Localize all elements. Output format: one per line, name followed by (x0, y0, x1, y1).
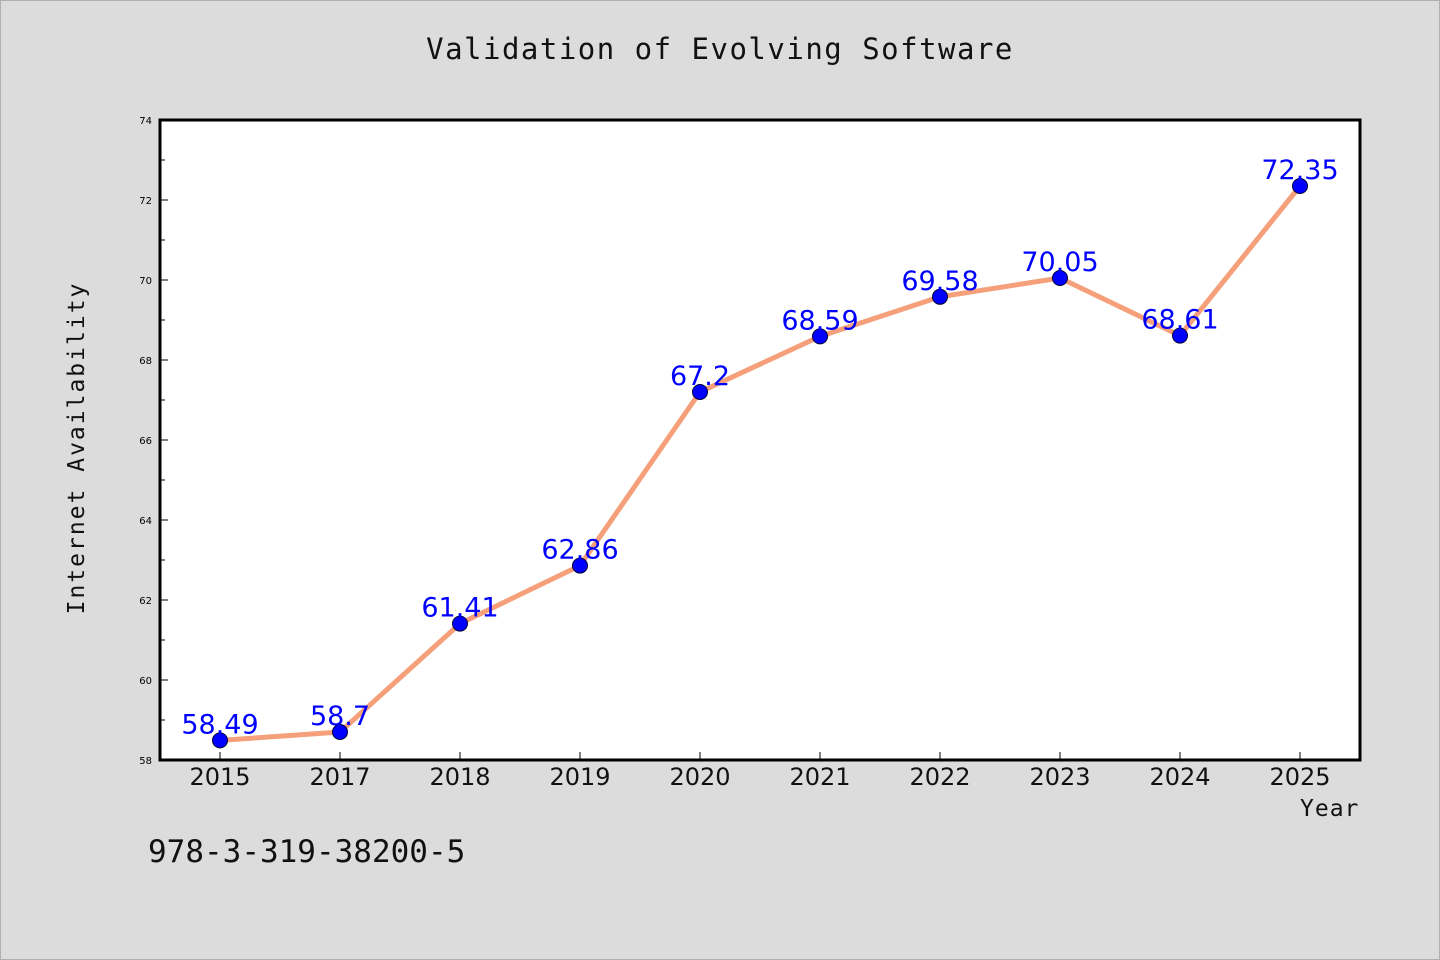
x-tick-label: 2024 (1149, 763, 1210, 791)
x-tick-label: 2022 (909, 763, 970, 791)
data-point (932, 288, 948, 305)
data-point (812, 328, 828, 345)
y-tick-label: 62 (139, 596, 152, 607)
y-tick-label: 70 (139, 276, 152, 287)
x-tick-label: 2021 (789, 763, 850, 791)
series-line (217, 183, 1303, 743)
x-tick-label: 2020 (669, 763, 730, 791)
data-point (332, 724, 348, 740)
x-tick-label: 2015 (189, 763, 250, 791)
y-tick-label: 74 (139, 116, 152, 127)
y-tick-label: 64 (139, 516, 152, 527)
y-tick-label: 72 (139, 196, 152, 207)
data-label: 67.2 (670, 361, 730, 392)
x-tick-label: 2019 (549, 763, 610, 791)
plot-area (158, 118, 1362, 762)
data-labels: 58.49 58.7 61.41 62.86 67.2 68.59 69.58 70.05 68… (181, 155, 1338, 740)
data-point (212, 732, 228, 749)
data-point (1052, 270, 1068, 286)
data-label: 58.7 (310, 701, 370, 732)
x-tick-label: 2025 (1269, 763, 1330, 791)
y-axis: 58 60 62 64 66 68 70 72 74 (139, 116, 168, 767)
x-tick-label: 2018 (429, 763, 490, 791)
data-label: 61.41 (421, 593, 498, 624)
y-tick-label: 58 (139, 756, 152, 767)
x-axis-label: Year (1300, 796, 1360, 822)
x-axis: 2015 2017 2018 2019 2020 2021 2022 2023 2024 2025 (189, 752, 1331, 791)
chart-title: Validation of Evolving Software (426, 32, 1014, 66)
data-label: 68.59 (781, 305, 858, 336)
isbn-annotation: 978-3-319-38200-5 (148, 834, 466, 870)
data-point (452, 615, 468, 632)
data-label: 68.61 (1141, 305, 1218, 336)
data-point (572, 557, 588, 574)
data-point (1292, 178, 1308, 194)
data-label: 72.35 (1261, 155, 1338, 186)
data-point (692, 384, 708, 400)
data-point (1172, 327, 1188, 344)
data-label: 58.49 (181, 709, 258, 740)
data-markers (212, 178, 1308, 749)
y-tick-label: 60 (139, 676, 152, 687)
x-tick-label: 2017 (309, 763, 370, 791)
data-label: 62.86 (541, 535, 618, 566)
y-tick-label: 66 (139, 436, 152, 447)
x-tick-label: 2023 (1029, 763, 1090, 791)
data-label: 69.58 (901, 266, 978, 297)
y-tick-label: 68 (139, 356, 152, 367)
data-label: 70.05 (1021, 247, 1098, 278)
